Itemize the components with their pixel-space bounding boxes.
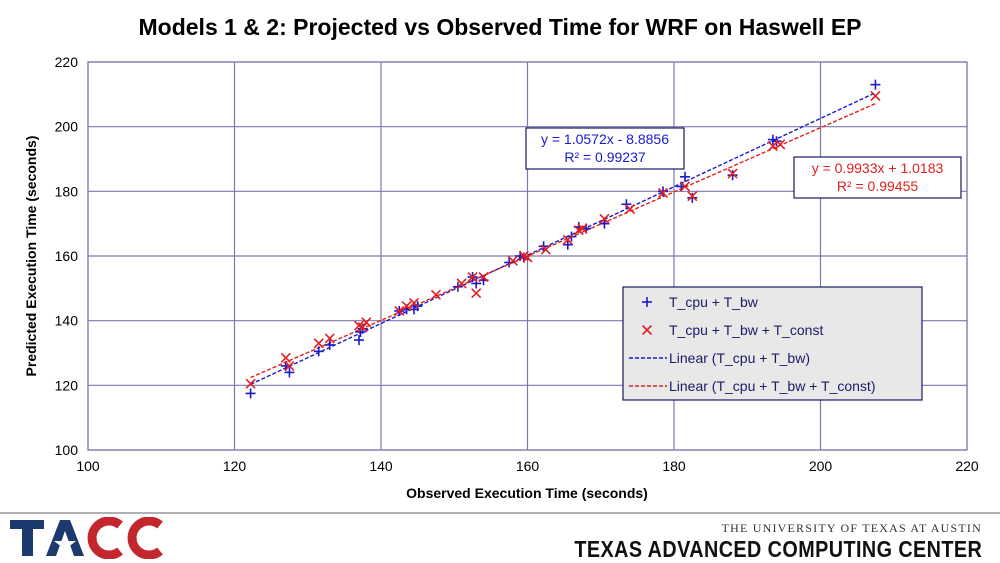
legend-marker-symbol [642,297,652,307]
x-tick-label: 220 [955,458,979,474]
x-tick-label: 200 [809,458,833,474]
data-point-s2 [401,301,412,312]
equation-text: y = 1.0572x - 8.8856 [541,131,669,147]
x-tick-label: 120 [223,458,247,474]
y-axis-label: Predicted Execution Time (seconds) [23,136,39,377]
data-point-s1 [727,170,738,181]
equation-box-2 [793,156,962,199]
footer-divider [0,512,1000,514]
data-point-s1 [324,339,335,350]
data-point-s2 [540,244,551,255]
data-point-s2 [313,338,324,349]
data-point-s1 [354,335,365,346]
tacc-logo [10,517,163,559]
data-point-s2 [775,139,786,150]
equation-box-1 [525,127,685,170]
data-point-s2 [478,271,489,283]
legend-label: T_cpu + T_bw + T_const [669,322,823,338]
center-name: TEXAS ADVANCED COMPUTING CENTER [574,536,982,562]
data-point-s2 [577,223,588,234]
data-point-s1 [599,218,610,229]
data-point-s2 [562,234,573,245]
data-point-s2 [870,90,881,102]
chart-title: Models 1 & 2: Projected vs Observed Time… [138,14,862,40]
data-point-s1 [658,186,669,197]
data-point-s1 [245,388,256,399]
y-tick-label: 140 [55,313,79,329]
data-point-s1 [504,257,515,268]
university-name: THE UNIVERSITY OF TEXAS AT AUSTIN [721,521,982,535]
x-tick-label: 180 [662,458,686,474]
r-squared-text: R² = 0.99455 [837,178,919,194]
y-tick-label: 120 [55,377,79,393]
data-point-s2 [507,255,518,266]
y-tick-label: 220 [55,54,79,70]
data-point-s2 [408,297,420,308]
data-point-s2 [280,352,291,363]
data-point-s2 [467,271,478,283]
data-point-s2 [394,305,405,317]
y-tick-label: 180 [55,183,79,199]
y-tick-label: 160 [55,248,79,264]
data-point-s1 [870,79,881,90]
data-point-s1 [313,346,324,357]
x-tick-label: 160 [516,458,540,474]
x-tick-label: 100 [76,458,100,474]
data-point-s2 [522,252,533,263]
equation-text: y = 0.9933x + 1.0183 [812,160,944,176]
grid-lines [87,61,968,451]
data-point-s1 [679,171,690,182]
data-point-s1 [687,192,698,203]
trendline-1 [250,92,876,385]
data-point-s2 [361,317,372,328]
data-point-s2 [727,168,738,179]
data-point-s2 [679,181,691,192]
legend-label: Linear (T_cpu + T_bw + T_const) [669,378,875,394]
data-point-s2 [471,288,482,299]
data-point-s2 [456,278,467,289]
data-point-s1 [562,239,573,250]
data-point-s1 [621,199,632,210]
data-point-s2 [687,191,698,202]
data-point-s2 [245,378,256,389]
x-tick-label: 140 [369,458,393,474]
legend-marker-symbol [641,324,653,336]
scatter-chart: 100 120 140 160 180 200 220 100 120 140 160 180 200 2… [23,54,979,501]
data-point-s2 [357,322,368,333]
data-point-s1 [284,367,295,378]
data-point-s2 [657,187,669,199]
data-point-s2 [324,333,335,344]
legend-label: T_cpu + T_bw [669,294,759,310]
data-point-s2 [284,360,295,371]
data-point-s2 [624,204,636,215]
r-squared-text: R² = 0.99237 [564,149,646,165]
legend-label: Linear (T_cpu + T_bw) [669,350,810,366]
y-tick-label: 200 [55,119,79,135]
data-point-s2 [599,213,610,224]
y-tick-label: 100 [55,442,79,458]
legend-box [622,286,923,401]
x-axis-label: Observed Execution Time (seconds) [406,485,648,501]
data-point-s2 [430,289,442,300]
